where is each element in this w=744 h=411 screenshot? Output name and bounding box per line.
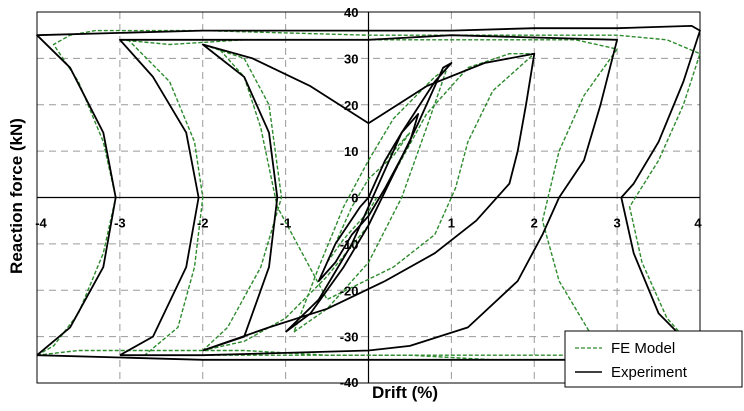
y-tick-label: 40 <box>344 5 358 20</box>
y-tick-label: 30 <box>344 51 358 66</box>
y-tick-label: 20 <box>344 98 358 113</box>
y-axis-title: Reaction force (kN) <box>7 118 26 274</box>
x-tick-label: 4 <box>694 216 702 231</box>
y-tick-label: -40 <box>340 375 359 390</box>
x-tick-label: 3 <box>614 216 621 231</box>
hysteresis-loop <box>119 34 618 357</box>
y-tick-label: 0 <box>351 191 358 206</box>
x-tick-label: -4 <box>35 216 47 231</box>
y-tick-label: -20 <box>340 283 359 298</box>
hysteresis-loop <box>284 62 453 333</box>
hysteresis-loop <box>201 43 536 352</box>
legend-label-experiment: Experiment <box>611 364 688 381</box>
series-experiment <box>36 24 701 361</box>
x-tick-label: -2 <box>197 216 209 231</box>
legend-box <box>564 330 743 388</box>
y-tick-label: -10 <box>340 237 359 252</box>
legend-label-fe-model: FE Model <box>611 340 675 357</box>
x-tick-label: 2 <box>531 216 538 231</box>
y-tick-label: 10 <box>344 144 358 159</box>
hysteresis-loop <box>36 24 701 361</box>
legend: FE Model Experiment <box>564 330 743 388</box>
y-tick-label: -30 <box>340 330 359 345</box>
hysteresis-loop <box>36 29 701 361</box>
hysteresis-loop <box>119 39 618 356</box>
series-layer <box>36 24 701 361</box>
tick-labels: -4 -3 -2 -1 1 2 3 4 -40 -30 -20 -10 0 10 20 30 40 <box>35 5 702 390</box>
x-axis-title: Drift (%) <box>372 383 438 402</box>
x-tick-label: 1 <box>448 216 455 231</box>
x-tick-label: -1 <box>280 216 292 231</box>
x-tick-label: -3 <box>114 216 126 231</box>
